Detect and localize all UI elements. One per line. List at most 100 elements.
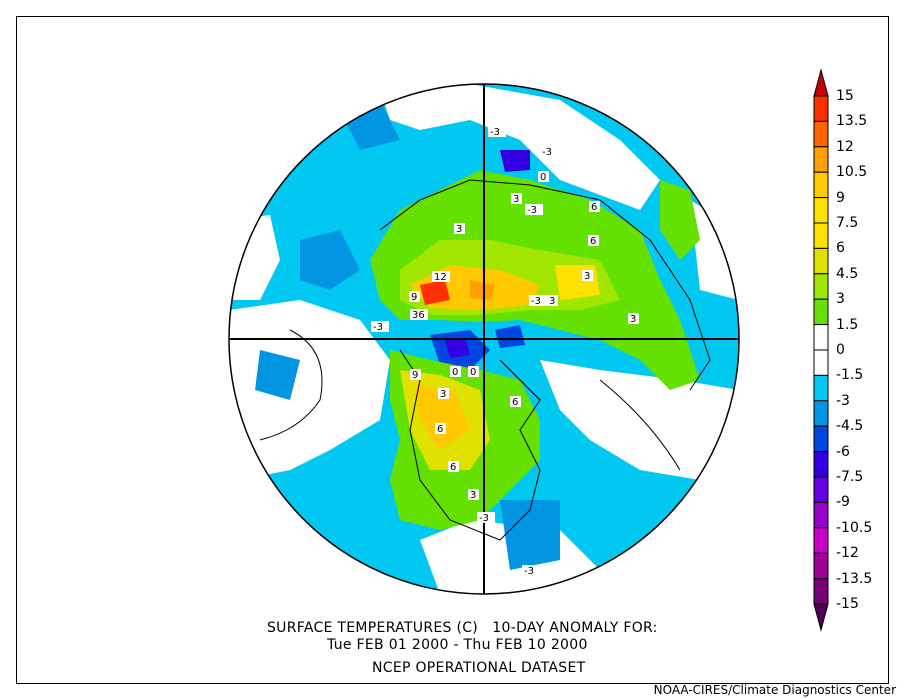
colorbar-band (813, 374, 829, 402)
contour-label-bg (589, 201, 600, 212)
contour-label-bg (438, 388, 449, 399)
contour-label: 3 (456, 224, 462, 235)
hot-region (470, 280, 495, 300)
plot-frame (16, 16, 889, 684)
cold-region (300, 230, 360, 290)
colorbar-band (813, 146, 829, 173)
contour-label: 3 (440, 389, 446, 400)
colorbar-under-arrow (813, 603, 829, 632)
credit-text: NOAA-CIRES/Climate Diagnostics Center (653, 683, 896, 697)
colorbar-band (813, 400, 829, 427)
colorbar-band (813, 349, 829, 376)
colorbar-band (813, 222, 829, 249)
colorbar-label: -12 (836, 545, 859, 562)
colorbar-band (813, 171, 829, 199)
colorbar-band (813, 247, 829, 275)
colorbar-band (813, 324, 829, 351)
contour-label-bg (454, 223, 465, 234)
near-zero-region (229, 300, 390, 480)
title-line-3: NCEP OPERATIONAL DATASET (372, 660, 586, 676)
contour-label-bg (371, 321, 389, 332)
contour-label-bg (588, 235, 599, 246)
colorbar-band (813, 197, 829, 224)
colorbar-label: 15 (836, 88, 854, 104)
colorbar-label: 3 (836, 291, 845, 308)
near-zero-region (540, 360, 739, 480)
colorbar-label: -6 (836, 443, 850, 460)
contour-label-bg (448, 461, 459, 472)
contour-label: 36 (412, 310, 425, 321)
contour-label: 3 (584, 271, 590, 282)
cold-region (255, 350, 300, 400)
contour-label: 12 (434, 272, 447, 283)
colorbar-band (813, 273, 829, 300)
colorbar-label: 0 (836, 342, 845, 358)
contour-label-bg (525, 204, 543, 215)
contour-label: -3 (373, 322, 383, 333)
title-line-2: Tue FEB 01 2000 - Thu FEB 10 2000 (327, 637, 588, 653)
colorbar (813, 68, 829, 632)
contour-label-bg (410, 369, 421, 380)
colorbar-label: 12 (836, 138, 854, 155)
contour-label: 6 (512, 397, 518, 408)
colorbar-band (813, 425, 829, 453)
contour-label-bg (522, 565, 540, 576)
contour-label: -3 (542, 147, 552, 158)
contour-label: 9 (411, 292, 417, 303)
contour-label: 0 (470, 367, 476, 378)
colorbar-label: -1.5 (836, 367, 864, 384)
contour-label: -3 (527, 205, 537, 216)
contour-label: 3 (470, 490, 476, 501)
contour-label: -3 (490, 127, 500, 138)
contour-label-bg (477, 512, 495, 523)
contour-label-bg (538, 171, 549, 182)
colorbar-label: -9 (836, 494, 850, 511)
contour-label: 3 (513, 194, 519, 205)
colorbar-band (813, 552, 829, 580)
colorbar-label: 13.5 (836, 113, 868, 130)
title-line-1: SURFACE TEMPERATURES (C) 10-DAY ANOMALY … (267, 620, 658, 636)
contour-label-bg (582, 270, 593, 281)
colorbar-label: -15 (836, 596, 859, 612)
colorbar-label: -4.5 (836, 418, 864, 435)
contour-label-bg (510, 396, 521, 407)
contour-label: -3 (524, 566, 534, 577)
colorbar-label: 7.5 (836, 215, 859, 231)
contour-label: -3 (479, 513, 489, 524)
cold-region (500, 150, 530, 172)
contour-label-bg (488, 126, 506, 137)
contour-label: 0 (540, 172, 546, 183)
colorbar-label: -13.5 (836, 570, 873, 587)
colorbar-band (813, 501, 829, 529)
contour-label-bg (435, 423, 446, 434)
hot-region (420, 280, 450, 305)
cold-region (495, 325, 525, 348)
colorbar-label: 10.5 (836, 164, 868, 181)
colorbar-band (813, 476, 829, 503)
colorbar-band (813, 451, 829, 478)
colorbar-label: 1.5 (836, 316, 859, 333)
warm-region (660, 180, 700, 260)
contour-label: 6 (590, 236, 596, 247)
colorbar-label: 9 (836, 189, 845, 206)
contour-label: 6 (591, 202, 597, 213)
contour-label: -3 (531, 296, 541, 307)
colorbar-band (813, 120, 829, 148)
colorbar-band (813, 527, 829, 554)
contour-label-bg (450, 366, 461, 377)
colorbar-over-arrow (813, 68, 829, 97)
colorbar-band (813, 298, 829, 326)
contour-label: 0 (452, 367, 458, 378)
contour-label-bg (547, 295, 558, 306)
colorbar-label: 4.5 (836, 265, 859, 282)
contour-label-bg (468, 489, 479, 500)
contour-label: 3 (630, 314, 636, 325)
warm-region (415, 385, 470, 450)
colorbar-label: -3 (836, 392, 850, 409)
contour-label: 3 (549, 296, 555, 307)
contour-label: 9 (412, 370, 418, 381)
colorbar-label: -10.5 (836, 519, 873, 536)
contour-label-bg (432, 271, 450, 282)
